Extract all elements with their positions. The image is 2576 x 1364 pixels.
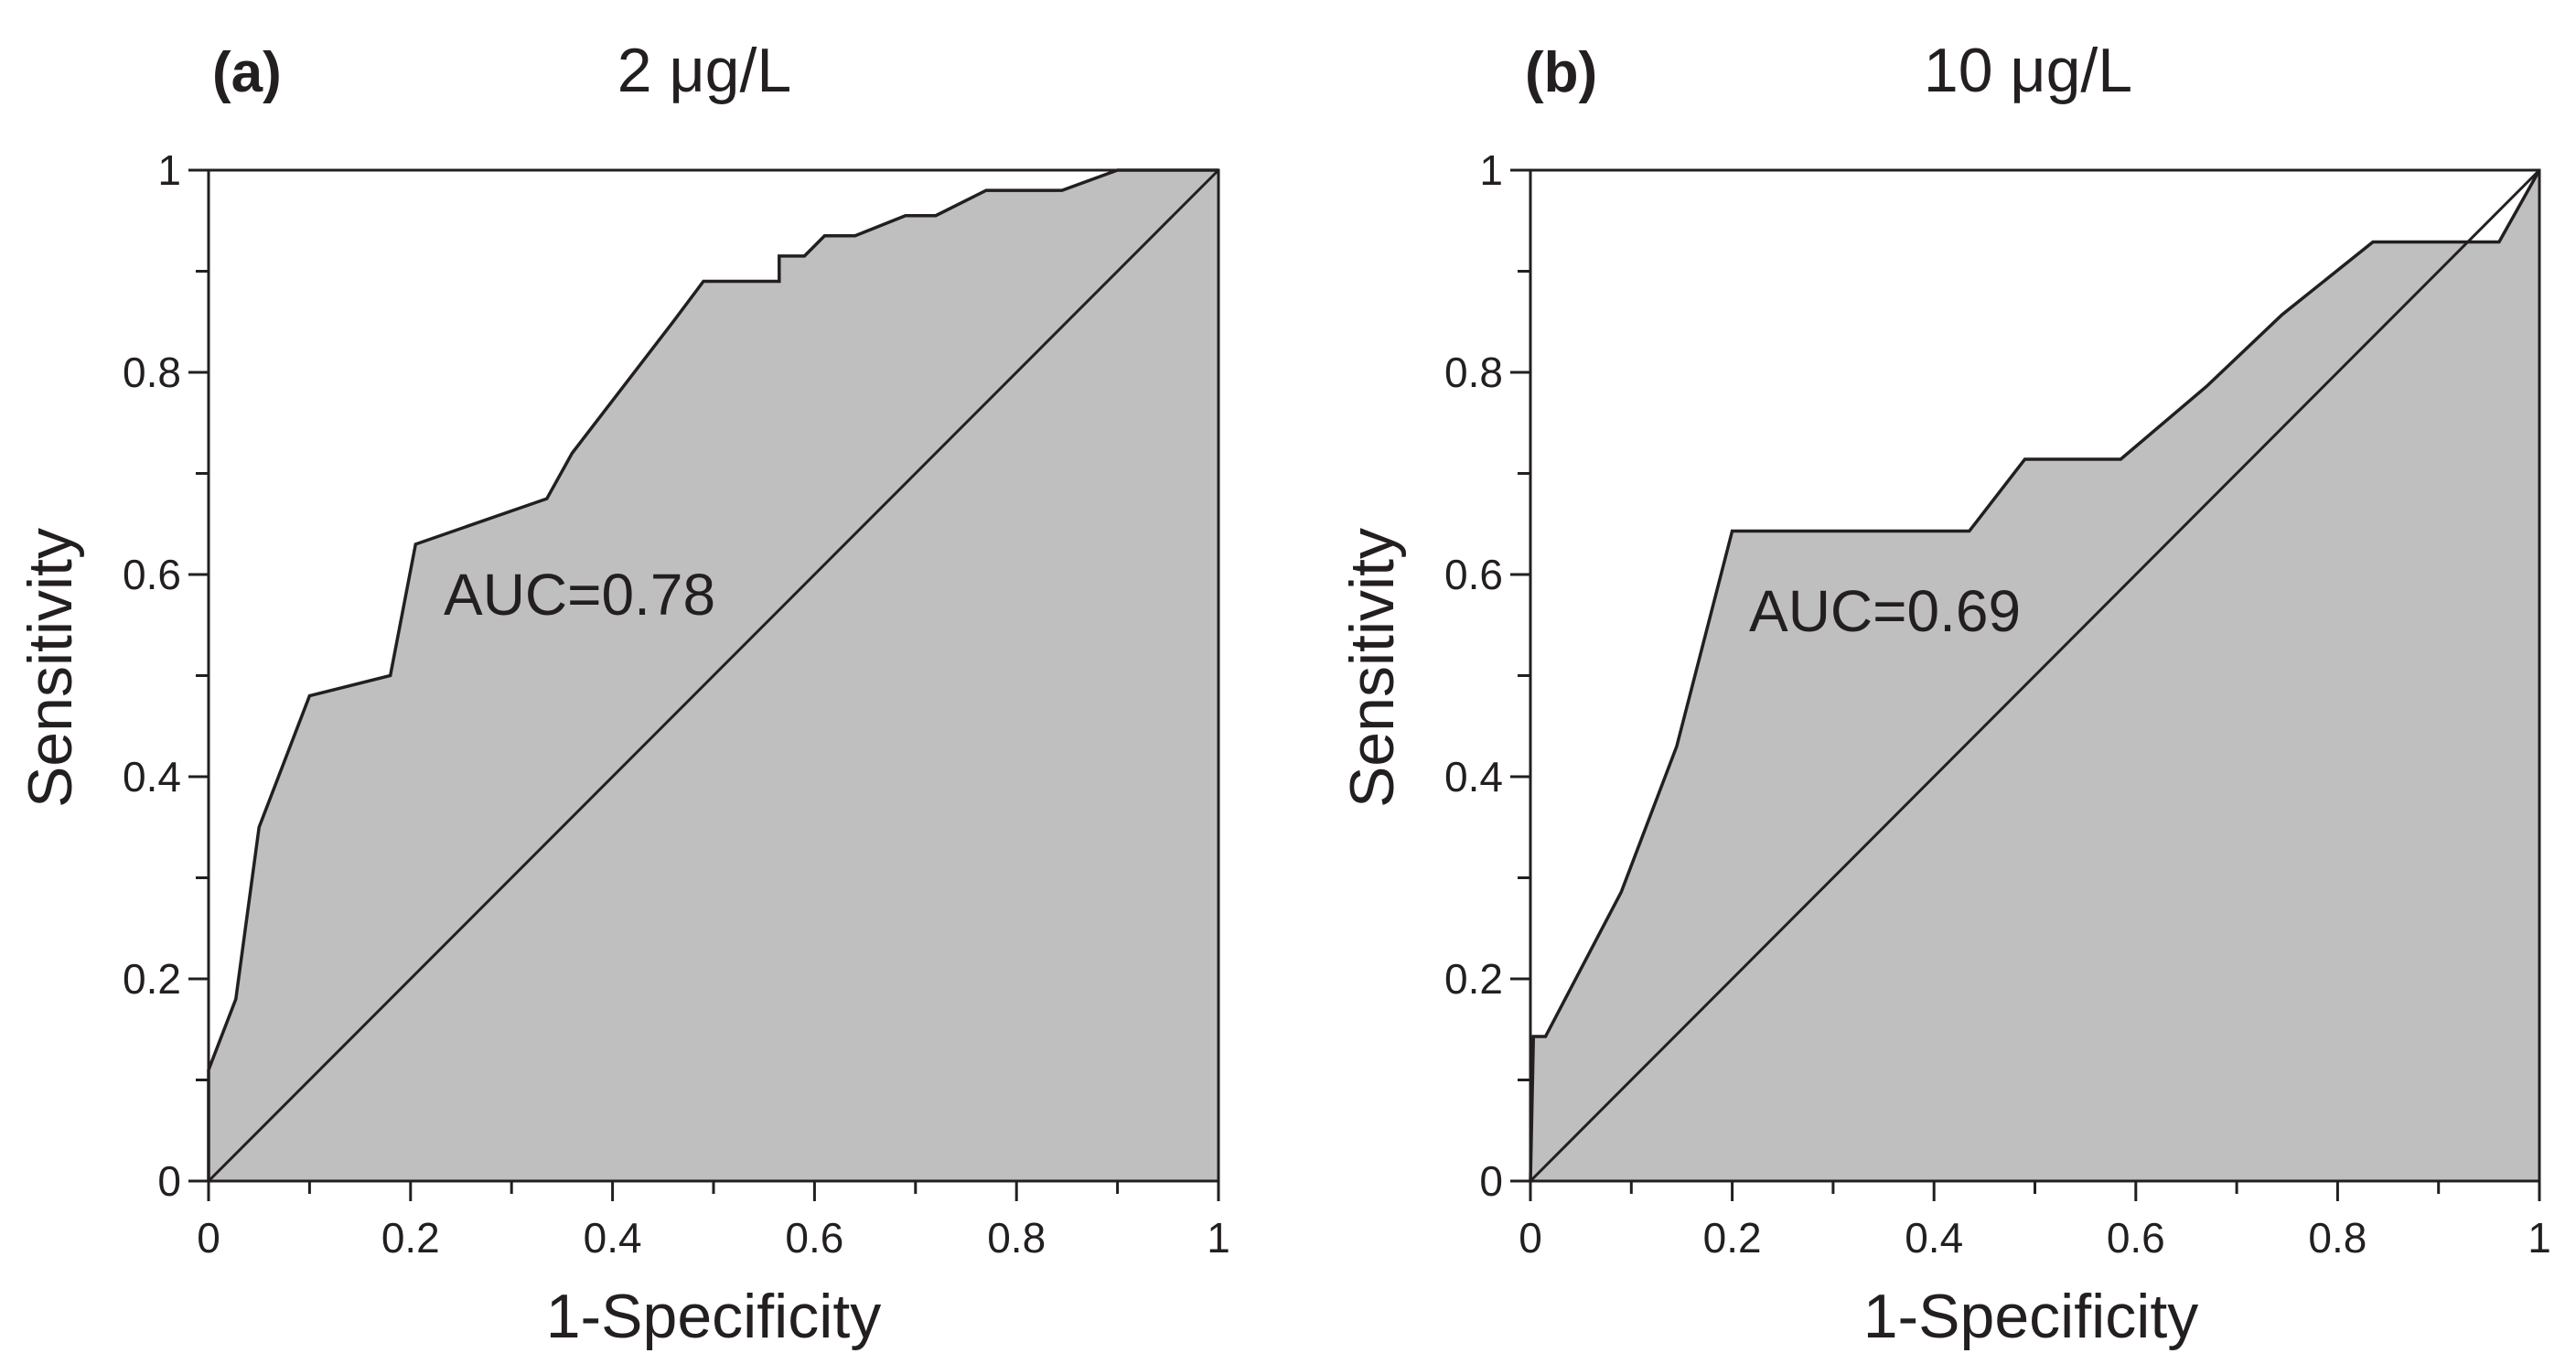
reference-diagonal-b — [1529, 168, 2541, 1183]
y-axis-label-a: Sensitivity — [16, 528, 85, 808]
x-tick-label: 0.6 — [2107, 1214, 2165, 1262]
x-tick-label: 0.8 — [987, 1214, 1046, 1262]
y-axis-label-b: Sensitivity — [1337, 528, 1407, 808]
x-tick-labels-b: 0 0.2 0.4 0.6 0.8 1 — [1519, 1214, 2551, 1262]
roc-curve-b — [1529, 169, 2541, 1182]
x-tick-label: 0 — [197, 1214, 220, 1262]
y-tick-label: 0.4 — [123, 753, 181, 800]
panel-label-a: (a) — [212, 41, 282, 104]
y-tick-label: 0.2 — [123, 955, 181, 1003]
panel-a: 0 0.2 0.4 0.6 0.8 1 0 0.2 0.4 0.6 0.8 1 (a) 2 μg/L… — [16, 36, 1230, 1351]
panel-b: 0 0.2 0.4 0.6 0.8 1 0 0.2 0.4 0.6 0.8 1 (b) 10 μg/… — [1337, 36, 2551, 1351]
x-tick-label: 0.4 — [1905, 1214, 1963, 1262]
panel-title-a: 2 μg/L — [617, 36, 791, 105]
y-tick-label: 1 — [1479, 146, 1503, 194]
x-tick-label: 0.6 — [785, 1214, 843, 1262]
y-tick-labels-a: 0 0.2 0.4 0.6 0.8 1 — [123, 146, 181, 1205]
y-tick-labels-b: 0 0.2 0.4 0.6 0.8 1 — [1444, 146, 1503, 1205]
x-axis-label-a: 1-Specificity — [546, 1282, 882, 1351]
auc-annotation-a: AUC=0.78 — [444, 562, 715, 628]
y-tick-label: 0.6 — [123, 551, 181, 598]
reference-diagonal-a — [207, 168, 1220, 1183]
x-tick-label: 0.8 — [2308, 1214, 2367, 1262]
x-axis-label-b: 1-Specificity — [1863, 1282, 2199, 1351]
x-tick-label: 1 — [2528, 1214, 2551, 1262]
x-tick-labels-a: 0 0.2 0.4 0.6 0.8 1 — [197, 1214, 1230, 1262]
y-tick-label: 0.4 — [1444, 753, 1503, 800]
panel-title-b: 10 μg/L — [1924, 36, 2132, 105]
x-tick-label: 1 — [1207, 1214, 1230, 1262]
y-tick-label: 0.8 — [1444, 349, 1503, 396]
panel-label-b: (b) — [1525, 41, 1597, 104]
x-tick-label: 0 — [1519, 1214, 1542, 1262]
tick-marks-b — [1510, 168, 2541, 1201]
x-tick-label: 0.2 — [1703, 1214, 1762, 1262]
y-tick-label: 0.8 — [123, 349, 181, 396]
x-tick-label: 0.4 — [584, 1214, 642, 1262]
y-tick-label: 0.2 — [1444, 955, 1503, 1003]
y-tick-label: 1 — [157, 146, 181, 194]
y-tick-label: 0 — [1479, 1157, 1503, 1205]
roc-curve-a — [207, 168, 1218, 1181]
y-tick-label: 0.6 — [1444, 551, 1503, 598]
y-tick-label: 0 — [157, 1157, 181, 1205]
auc-annotation-b: AUC=0.69 — [1749, 578, 2021, 644]
tick-marks-a — [188, 168, 1220, 1201]
x-tick-label: 0.2 — [381, 1214, 440, 1262]
